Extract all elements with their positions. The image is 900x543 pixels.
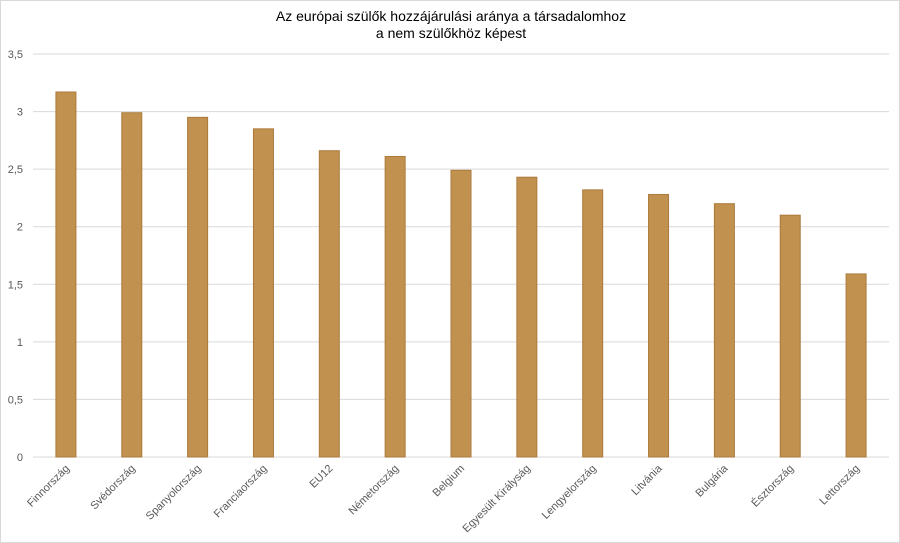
x-tick-label: Svédország [88,463,138,513]
bar [121,112,143,458]
bar [713,203,735,458]
bar [779,214,801,458]
bar [516,176,538,458]
x-tick-label: Egyesült Királyság [460,463,532,535]
bar [318,150,340,458]
y-tick-label: 0 [17,452,23,464]
y-tick-label: 3,5 [8,49,23,61]
bar [582,189,604,458]
x-tick-label: Lengyelország [540,463,599,522]
y-tick-label: 0,5 [8,394,23,406]
x-tick-label: Spanyolország [144,463,204,523]
y-tick-label: 1,5 [8,279,23,291]
x-tick-label: Franciaország [212,463,270,521]
bar [845,273,867,458]
x-tick-label: Belgium [431,463,468,500]
bar [252,128,274,458]
x-tick-label: Németország [347,463,402,518]
x-tick-label: Litvánia [629,462,665,498]
y-tick-label: 2 [17,222,23,234]
x-tick-label: Finnország [25,463,72,510]
x-tick-label: Észtország [749,462,797,510]
chart-title-line-2: a nem szülőkhöz képest [376,25,526,41]
x-tick-label: Bulgária [693,462,731,500]
x-tick-label: EU12 [307,463,335,491]
bar [187,116,209,458]
bar [384,155,406,458]
y-tick-label: 2,5 [8,164,23,176]
bar [648,193,670,458]
y-tick-label: 1 [17,337,23,349]
bar [55,91,77,458]
chart-title-line-1: Az európai szülők hozzájárulási aránya a… [276,8,626,24]
y-tick-label: 3 [17,107,23,119]
x-tick-label: Lettország [817,463,862,508]
bar [450,169,472,458]
